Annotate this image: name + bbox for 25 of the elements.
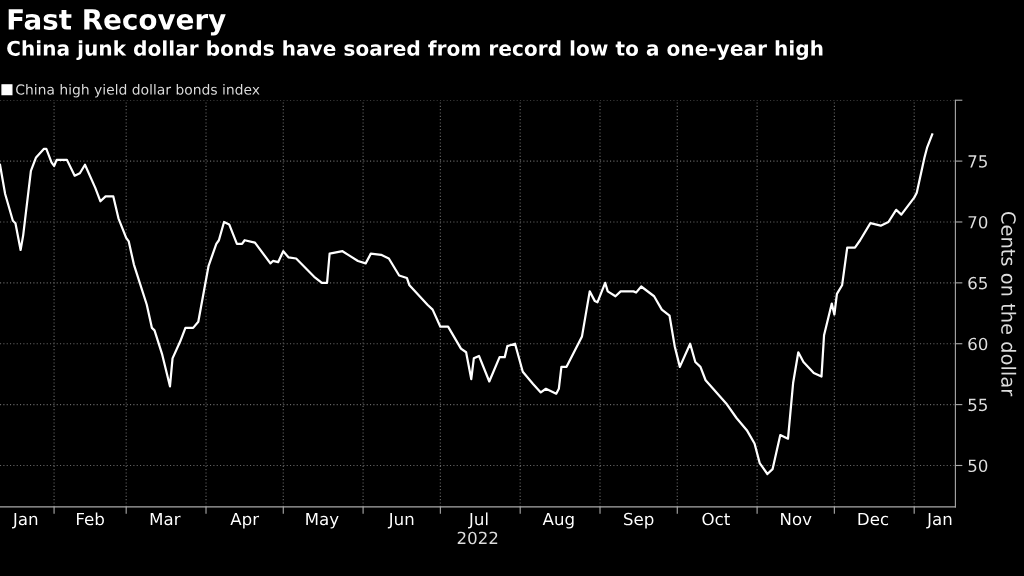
x-tick-label: Jan: [12, 512, 38, 529]
x-tick-label: Jan: [926, 512, 952, 529]
y-axis-title: Cents on the dollar: [1001, 212, 1017, 397]
x-tick-label: Sep: [624, 512, 654, 529]
x-tick-label: Aug: [542, 512, 574, 529]
y-tick-label: 65: [968, 276, 987, 290]
x-tick-label: Jun: [387, 512, 414, 529]
y-tick-label: 55: [968, 398, 987, 412]
x-axis-title: 2022: [457, 531, 498, 545]
x-tick-label: May: [306, 512, 339, 529]
y-tick-label: 50: [968, 459, 988, 473]
legend-label: China high yield dollar bonds index: [16, 84, 260, 98]
y-tick-label: 60: [968, 337, 988, 351]
x-tick-label: Mar: [150, 512, 181, 526]
x-tick-label: Oct: [702, 512, 730, 526]
x-tick-label: Apr: [230, 512, 260, 529]
line-series: [0, 133, 934, 476]
chart-subtitle: China junk dollar bonds have soared from record low to a one-year high: [7, 40, 823, 60]
x-tick-label: Nov: [781, 512, 812, 526]
y-tick-label: 75: [968, 155, 987, 168]
chart-title: Fast Recovery: [8, 9, 226, 36]
x-tick-label: Dec: [858, 512, 889, 526]
y-tick-label: 70: [968, 215, 988, 229]
x-tick-label: Feb: [77, 512, 104, 526]
x-tick-label: Jul: [468, 512, 488, 529]
